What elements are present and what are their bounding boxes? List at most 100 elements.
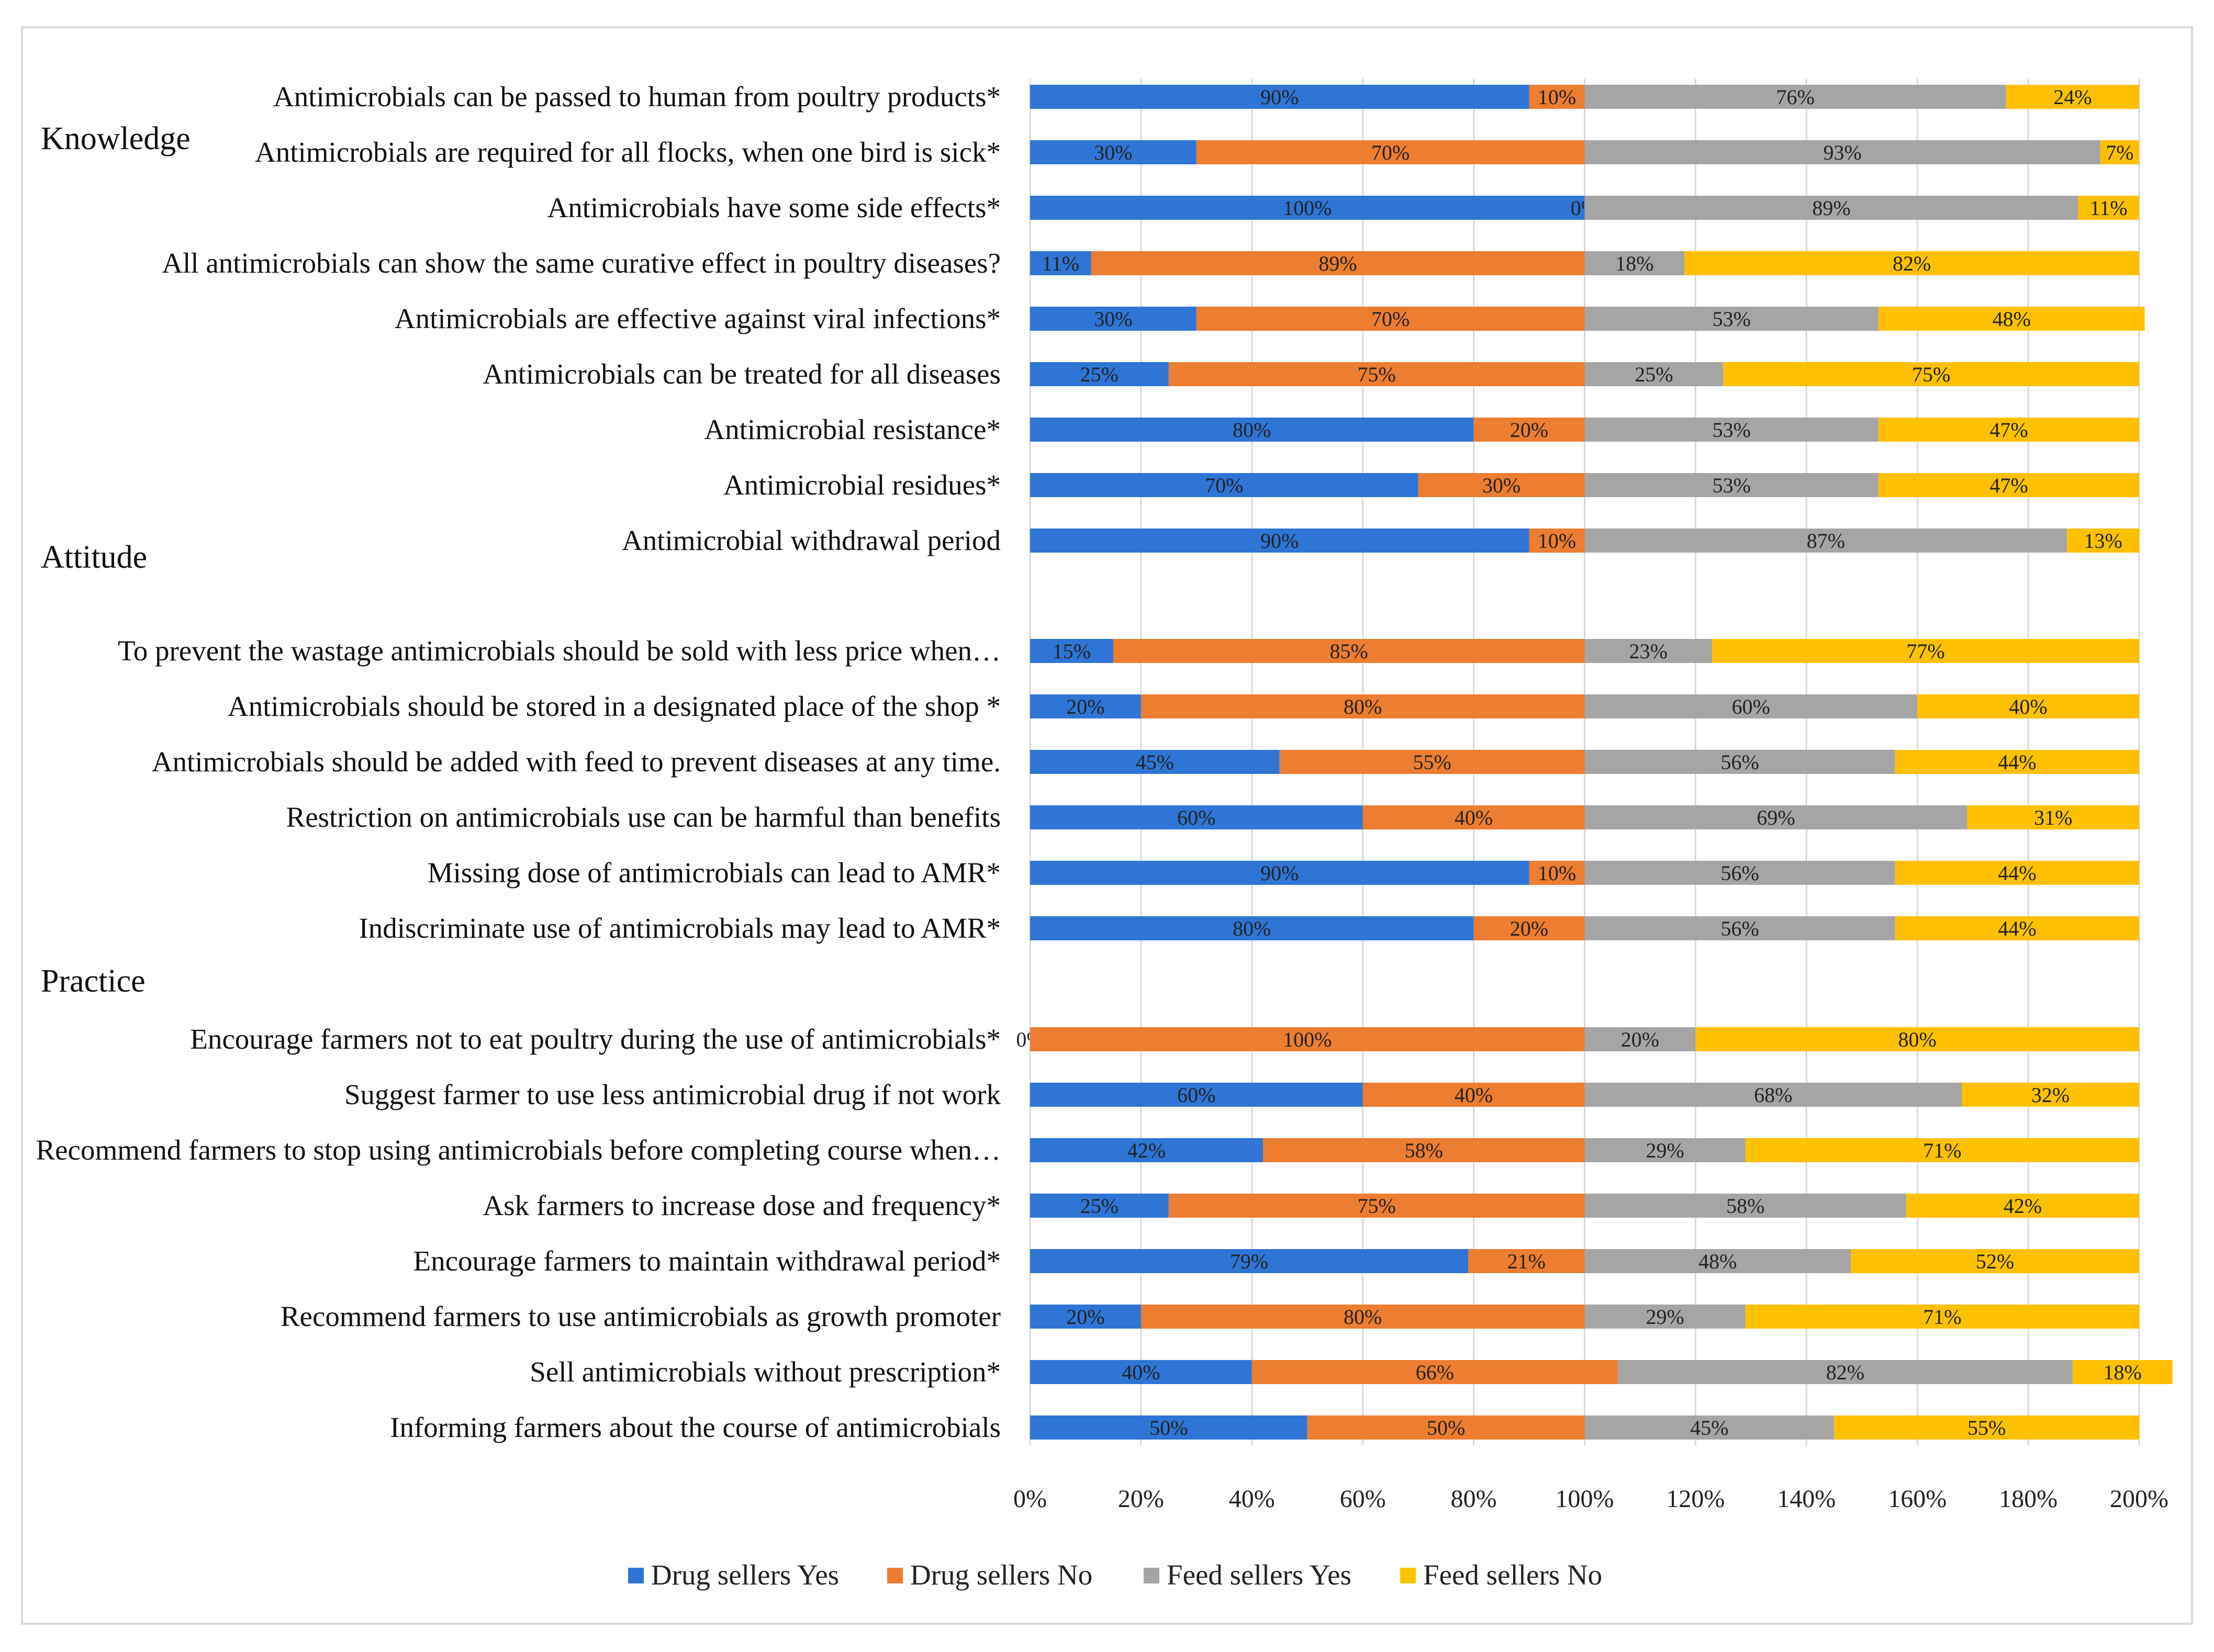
data-label: 60%: [1177, 1083, 1215, 1107]
category-label: Antimicrobials should be stored in a des…: [228, 690, 1001, 722]
bar-segment: [1529, 85, 1585, 109]
data-label: 75%: [1358, 1194, 1396, 1218]
bar-segment: [1584, 307, 1879, 331]
category-label: Missing dose of antimicrobials can lead …: [428, 857, 1001, 889]
data-label: 56%: [1720, 750, 1759, 774]
bar-segment: [1262, 1138, 1585, 1162]
bar-segment: [1168, 1194, 1585, 1218]
bar-segment: [1584, 362, 1724, 386]
data-label: 70%: [1371, 307, 1410, 331]
bar-segment: [1584, 805, 1967, 829]
bar-segment: [1684, 251, 2139, 275]
data-label: 7%: [2106, 141, 2133, 164]
data-label: 60%: [1732, 695, 1770, 718]
category-label: Encourage farmers to maintain withdrawal…: [413, 1245, 1001, 1277]
bar-segment: [1584, 861, 1895, 885]
bar-segment: [1584, 1027, 1696, 1051]
x-tick-label: 180%: [1999, 1485, 2058, 1513]
data-label: 55%: [1967, 1416, 2006, 1440]
bar-segment: [1529, 861, 1585, 885]
data-label: 68%: [1754, 1083, 1792, 1107]
bar-segment: [1030, 1249, 1469, 1273]
bar-segment: [1618, 1360, 2073, 1384]
data-label: 85%: [1330, 639, 1368, 663]
bar-segment: [1168, 362, 1585, 386]
category-label: Antimicrobial resistance*: [704, 413, 1001, 445]
data-label: 48%: [1993, 307, 2031, 331]
data-label: 75%: [1912, 363, 1950, 386]
data-label: 42%: [1127, 1139, 1166, 1162]
data-label: 13%: [2084, 529, 2122, 553]
bar-segment: [1473, 418, 1585, 442]
category-label: Antimicrobials are required for all floc…: [255, 136, 1001, 168]
data-label: 50%: [1427, 1416, 1465, 1440]
data-label: 52%: [1976, 1250, 2014, 1273]
bar-segment: [1030, 307, 1197, 331]
category-label: Informing farmers about the course of an…: [390, 1411, 1001, 1443]
data-label: 87%: [1807, 529, 1845, 553]
bar-segment: [1091, 251, 1585, 275]
data-label: 10%: [1538, 861, 1576, 885]
section-label: Attitude: [41, 540, 147, 575]
data-label: 40%: [1455, 806, 1493, 829]
bar-segment: [1584, 1249, 1851, 1273]
bar-segment: [1113, 639, 1585, 663]
legend-swatch: [1400, 1568, 1416, 1583]
data-label: 100%: [1283, 1028, 1332, 1051]
data-label: 25%: [1635, 363, 1673, 386]
data-label: 40%: [1122, 1361, 1160, 1384]
data-label: 11%: [1042, 252, 1079, 275]
data-label: 82%: [1893, 252, 1931, 275]
data-label: 44%: [1998, 750, 2036, 774]
bar-segment: [1140, 694, 1585, 718]
bar-segment: [1745, 1305, 2139, 1329]
x-tick-label: 200%: [2110, 1485, 2168, 1513]
bar-segment: [2100, 140, 2139, 164]
data-label: 30%: [1094, 307, 1132, 331]
bar-segment: [1279, 750, 1585, 774]
data-label: 20%: [1510, 418, 1548, 442]
bar-segment: [1917, 694, 2139, 718]
data-label: 66%: [1416, 1361, 1454, 1384]
category-label: Antimicrobial withdrawal period: [622, 524, 1001, 556]
bar-segment: [1473, 916, 1585, 940]
bar-segment: [1584, 140, 2100, 164]
bar-segment: [1030, 1027, 1585, 1051]
data-label: 80%: [1344, 1305, 1382, 1329]
legend-swatch: [887, 1568, 903, 1583]
x-tick-label: 100%: [1556, 1485, 1614, 1513]
data-label: 82%: [1826, 1361, 1864, 1384]
data-label: 20%: [1066, 695, 1104, 718]
bar-segment: [1584, 1415, 1835, 1440]
bar-segment: [1030, 861, 1529, 885]
bar-segment: [1030, 639, 1113, 663]
bar-segment: [1030, 418, 1474, 442]
bar-segment: [2072, 1360, 2173, 1384]
bar-segment: [1030, 1360, 1252, 1384]
bar-segment: [1895, 916, 2139, 940]
data-label: 70%: [1205, 474, 1243, 497]
bar-segment: [1584, 418, 1879, 442]
data-label: 75%: [1358, 363, 1396, 386]
data-label: 29%: [1646, 1139, 1684, 1162]
bar-segment: [1745, 1138, 2139, 1162]
bar-segment: [1030, 1194, 1169, 1218]
data-label: 89%: [1812, 196, 1850, 220]
data-label: 56%: [1720, 917, 1759, 940]
bar-segment: [1030, 1083, 1363, 1107]
data-label: 20%: [1510, 917, 1548, 940]
category-label: Suggest farmer to use less antimicrobial…: [344, 1078, 1001, 1110]
bar-segment: [1030, 694, 1141, 718]
data-label: 31%: [2034, 806, 2072, 829]
category-label: Restriction on antimicrobials use can be…: [286, 801, 1001, 833]
data-label: 10%: [1538, 529, 1576, 553]
x-tick-label: 160%: [1888, 1485, 1947, 1513]
data-label: 90%: [1260, 529, 1299, 553]
legend-label: Drug sellers Yes: [651, 1559, 839, 1591]
category-label: Recommend farmers to use antimicrobials …: [281, 1300, 1001, 1332]
bar-segment: [1030, 140, 1197, 164]
bar-segment: [1584, 916, 1895, 940]
bar-segment: [1712, 639, 2139, 663]
bar-segment: [1030, 1138, 1263, 1162]
